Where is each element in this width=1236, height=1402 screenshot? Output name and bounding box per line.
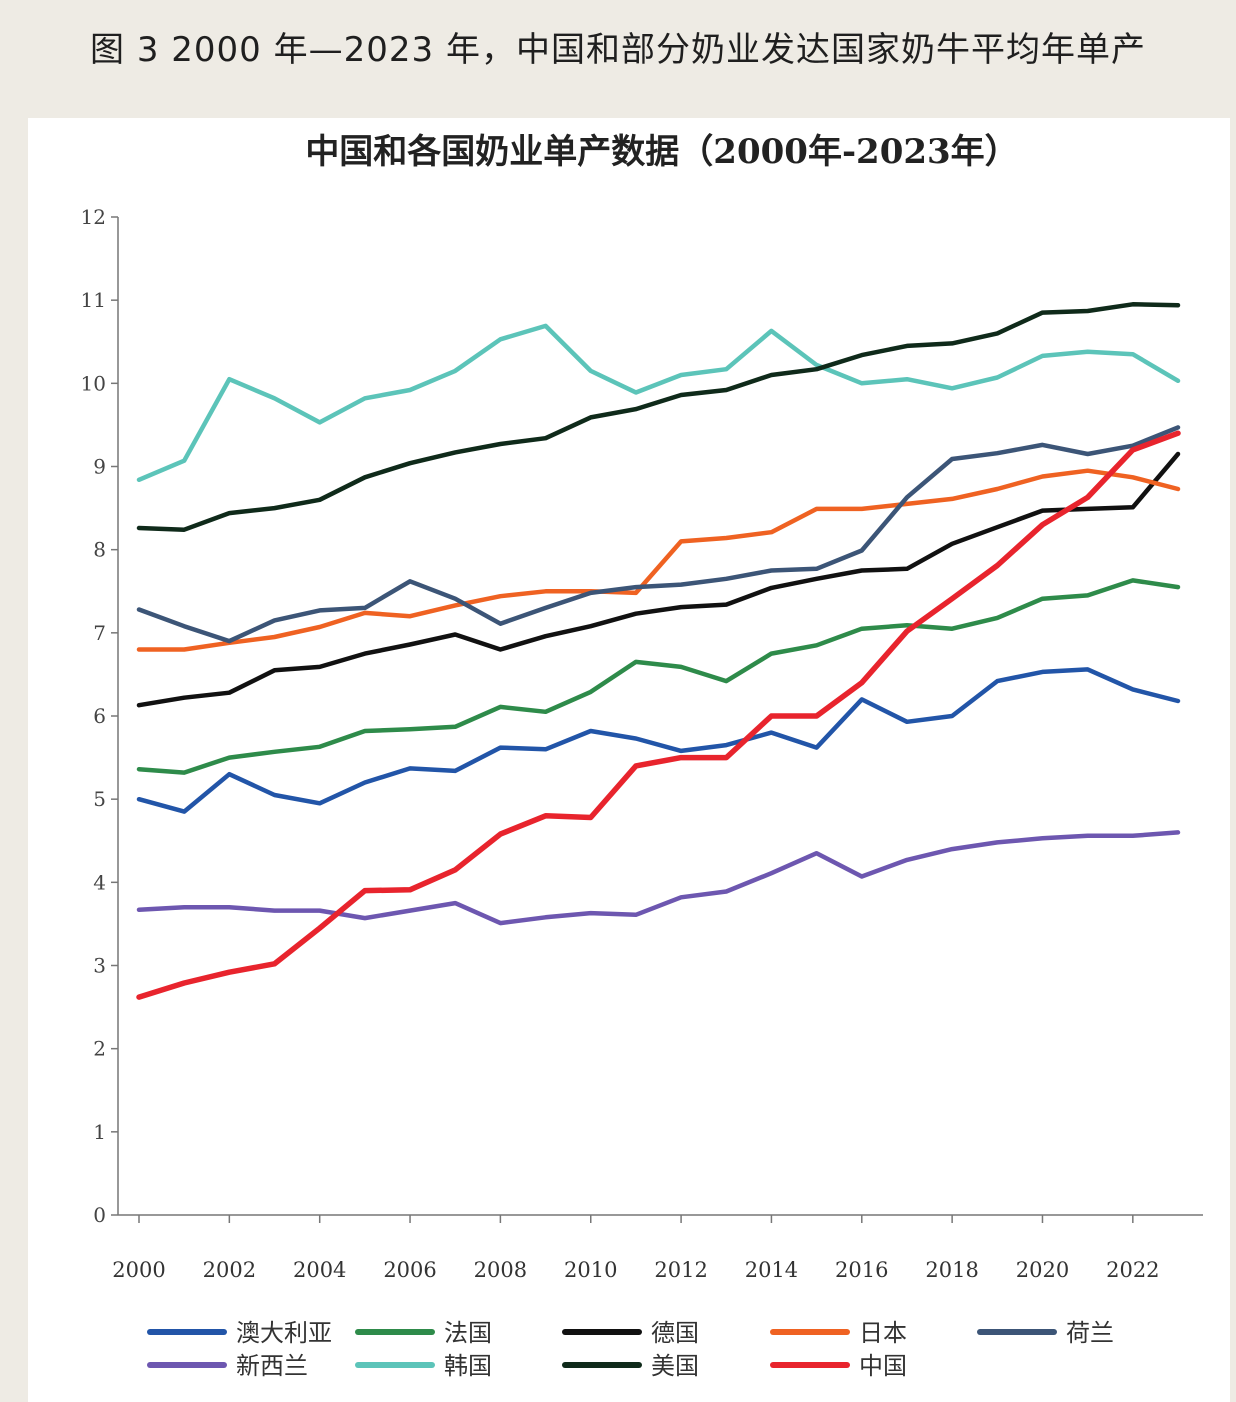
y-tick-label: 10 (81, 371, 106, 395)
x-tick-label: 2022 (1106, 1258, 1159, 1282)
legend-label: 德国 (651, 1319, 699, 1347)
x-tick-label: 2000 (112, 1258, 165, 1282)
y-tick-label: 12 (81, 205, 106, 229)
legend-label: 新西兰 (236, 1352, 308, 1380)
legend-item: 澳大利亚 (147, 1319, 332, 1347)
x-tick-label: 2008 (474, 1258, 527, 1282)
legend-item: 日本 (770, 1319, 907, 1347)
legend-item: 韩国 (355, 1352, 492, 1380)
legend-label: 中国 (859, 1352, 907, 1380)
legend-label: 荷兰 (1066, 1319, 1114, 1347)
x-tick-label: 2002 (203, 1258, 256, 1282)
x-tick-label: 2016 (835, 1258, 888, 1282)
figure-caption: 图 3 2000 年—2023 年，中国和部分奶业发达国家奶牛平均年单产 (90, 30, 1146, 70)
legend-item: 德国 (562, 1319, 699, 1347)
y-tick-label: 9 (93, 455, 106, 479)
y-tick-label: 7 (93, 621, 106, 645)
x-tick-label: 2010 (564, 1258, 617, 1282)
y-tick-label: 4 (93, 870, 106, 894)
y-tick-label: 0 (93, 1203, 106, 1227)
x-tick-label: 2020 (1016, 1258, 1069, 1282)
series-line-6 (136, 323, 1181, 483)
y-tick-label: 3 (93, 954, 106, 978)
x-tick-label: 2012 (654, 1258, 707, 1282)
legend-item: 美国 (562, 1352, 699, 1380)
legend-label: 澳大利亚 (236, 1319, 332, 1347)
y-tick-label: 5 (93, 787, 106, 811)
series-line-5 (136, 830, 1181, 926)
y-tick-label: 2 (93, 1037, 106, 1061)
series-line-4 (136, 425, 1181, 644)
legend-item: 中国 (770, 1352, 907, 1380)
y-tick-label: 11 (81, 288, 106, 312)
series-line-3 (136, 468, 1181, 652)
y-tick-label: 8 (93, 538, 106, 562)
series-line-7 (136, 302, 1181, 532)
legend-item: 新西兰 (147, 1352, 308, 1380)
legend-item: 法国 (355, 1319, 492, 1347)
x-tick-label: 2014 (745, 1258, 798, 1282)
series-line-0 (136, 667, 1181, 814)
series-lines (136, 302, 1181, 1000)
line-chart: 中国和各国奶业单产数据（2000年-2023年） 012345678910111… (81, 132, 1203, 1380)
legend-label: 韩国 (444, 1352, 492, 1380)
legend-item: 荷兰 (977, 1319, 1114, 1347)
series-line-8 (136, 430, 1181, 1000)
y-tick-label: 6 (93, 704, 106, 728)
legend-label: 法国 (444, 1319, 492, 1347)
legend-label: 日本 (859, 1319, 907, 1347)
series-line-1 (136, 578, 1181, 775)
x-tick-label: 2004 (293, 1258, 346, 1282)
x-tick-label: 2018 (925, 1258, 978, 1282)
chart-title: 中国和各国奶业单产数据（2000年-2023年） (305, 132, 1018, 172)
series-line-2 (136, 451, 1181, 708)
legend-label: 美国 (651, 1352, 699, 1380)
chart-panel: 中国和各国奶业单产数据（2000年-2023年） 0 1 2 3 4 5 6 7 8 9 10 11 1… (28, 118, 1230, 1402)
x-tick-label: 2006 (383, 1258, 436, 1282)
y-tick-label: 1 (93, 1120, 106, 1144)
